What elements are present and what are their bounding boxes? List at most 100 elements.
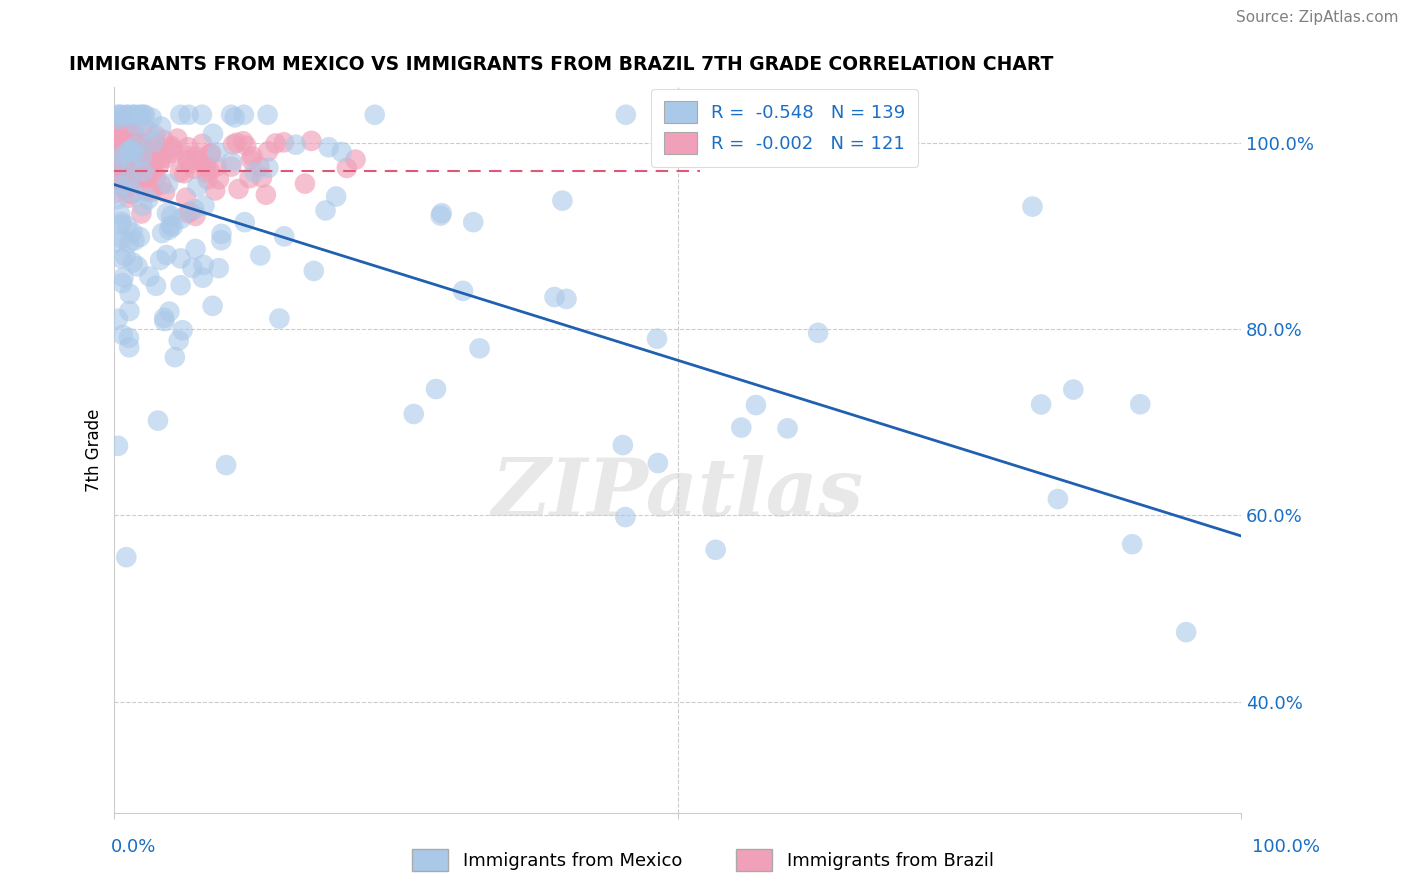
Point: [132, 108, 155, 122]
Point: [104, 131, 127, 145]
Point: [233, 215, 256, 229]
Point: [127, 260, 149, 274]
Point: [145, 138, 167, 153]
Point: [468, 342, 491, 356]
Point: [131, 170, 153, 185]
Point: [1021, 200, 1043, 214]
Point: [174, 191, 197, 205]
Point: [118, 173, 141, 187]
Point: [120, 186, 142, 201]
Point: [122, 108, 145, 122]
Point: [115, 147, 138, 161]
Point: [105, 108, 128, 122]
Point: [107, 161, 129, 175]
Point: [257, 145, 280, 159]
Point: [110, 252, 132, 266]
Point: [135, 170, 157, 185]
Point: [318, 140, 340, 154]
Point: [425, 382, 447, 396]
Point: [160, 139, 183, 153]
Point: [273, 136, 295, 150]
Point: [112, 182, 135, 196]
Point: [330, 145, 353, 159]
Point: [121, 151, 143, 165]
Point: [166, 131, 188, 145]
Point: [145, 169, 167, 184]
Point: [186, 179, 208, 194]
Text: IMMIGRANTS FROM MEXICO VS IMMIGRANTS FROM BRAZIL 7TH GRADE CORRELATION CHART: IMMIGRANTS FROM MEXICO VS IMMIGRANTS FRO…: [69, 55, 1053, 74]
Point: [429, 209, 451, 223]
Point: [112, 142, 135, 156]
Point: [200, 146, 222, 161]
Point: [232, 134, 254, 148]
Point: [257, 161, 280, 175]
Point: [150, 226, 173, 240]
Point: [111, 113, 134, 128]
Point: [153, 310, 176, 325]
Point: [104, 186, 127, 201]
Point: [243, 165, 266, 179]
Point: [170, 211, 193, 226]
Legend: Immigrants from Mexico, Immigrants from Brazil: Immigrants from Mexico, Immigrants from …: [405, 842, 1001, 879]
Point: [143, 154, 166, 169]
Point: [264, 136, 287, 151]
Point: [224, 111, 246, 125]
Point: [205, 145, 228, 160]
Point: [111, 125, 134, 139]
Point: [118, 340, 141, 354]
Point: [177, 140, 200, 154]
Point: [122, 186, 145, 200]
Point: [1175, 625, 1198, 640]
Point: [122, 163, 145, 178]
Point: [238, 171, 260, 186]
Point: [120, 153, 142, 168]
Point: [219, 108, 242, 122]
Point: [157, 177, 180, 191]
Point: [115, 126, 138, 140]
Point: [284, 137, 307, 152]
Point: [200, 146, 222, 161]
Point: [155, 151, 177, 165]
Point: [118, 235, 141, 250]
Point: [111, 148, 134, 162]
Point: [162, 146, 184, 161]
Point: [108, 147, 131, 161]
Legend: R =  -0.548   N = 139, R =  -0.002   N = 121: R = -0.548 N = 139, R = -0.002 N = 121: [651, 88, 918, 167]
Point: [1062, 383, 1084, 397]
Point: [176, 206, 198, 220]
Point: [191, 136, 214, 151]
Point: [169, 252, 191, 266]
Point: [115, 181, 138, 195]
Point: [111, 162, 134, 177]
Point: [173, 166, 195, 180]
Point: [143, 140, 166, 154]
Point: [118, 143, 141, 157]
Point: [112, 161, 135, 175]
Point: [543, 290, 565, 304]
Point: [211, 227, 233, 241]
Point: [115, 550, 138, 565]
Point: [120, 124, 142, 138]
Point: [302, 264, 325, 278]
Point: [134, 140, 156, 154]
Point: [1129, 397, 1152, 411]
Point: [402, 407, 425, 421]
Point: [105, 138, 128, 153]
Point: [776, 421, 799, 435]
Point: [273, 229, 295, 244]
Point: [153, 186, 176, 200]
Point: [197, 172, 219, 186]
Point: [139, 161, 162, 176]
Point: [145, 278, 167, 293]
Point: [156, 248, 179, 262]
Point: [142, 135, 165, 149]
Point: [121, 226, 143, 240]
Point: [104, 235, 127, 250]
Point: [107, 192, 129, 206]
Point: [131, 108, 153, 122]
Point: [131, 170, 153, 185]
Point: [193, 198, 215, 212]
Point: [250, 170, 273, 185]
Point: [150, 151, 173, 165]
Point: [142, 164, 165, 178]
